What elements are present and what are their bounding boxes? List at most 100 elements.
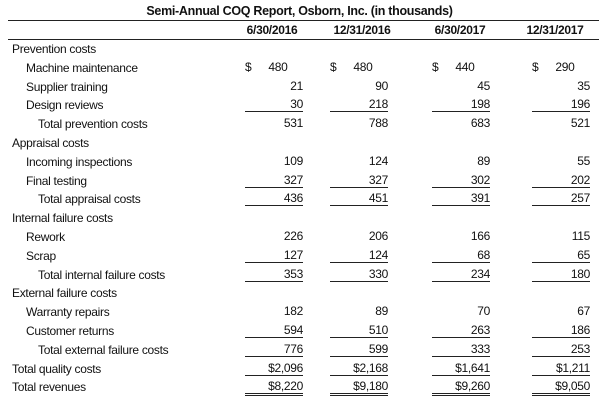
value-cell: 263 (432, 322, 490, 338)
table-row: Total quality costs $2,096 $2,168 $1,641 $1,… (0, 360, 599, 379)
report-title: Semi-Annual COQ Report, Osborn, Inc. (in… (146, 4, 453, 18)
table-row: Incoming inspections 109 124 89 55 (0, 153, 599, 172)
value-cell: 599 (330, 341, 388, 357)
row-label: Total internal failure costs (38, 267, 165, 282)
value-cell: 333 (432, 341, 490, 357)
value-cell: 196 (532, 96, 590, 113)
section-label: External failure costs (12, 286, 117, 301)
value-cell: 302 (432, 172, 490, 188)
value-cell: 89 (375, 304, 388, 319)
section-label: Prevention costs (12, 42, 96, 56)
value-cell: 186 (532, 322, 590, 338)
table-row: Design reviews 30 218 198 196 (0, 96, 599, 115)
table-row: Customer returns 594 510 263 186 (0, 322, 599, 341)
table-row: Warranty repairs 182 89 70 67 (0, 303, 599, 322)
value-cell: 109 (283, 153, 303, 168)
row-label: Total revenues (12, 380, 86, 395)
table-row: Scrap 127 124 68 65 (0, 247, 599, 266)
value-cell: 776 (245, 341, 303, 357)
value-cell: 218 (330, 96, 388, 113)
value-cell: 45 (477, 78, 490, 93)
value-cell: 35 (577, 78, 590, 93)
row-label: Scrap (26, 248, 56, 263)
table-row: Total external failure costs 776 599 333 253 (0, 341, 599, 360)
value-cell: 327 (245, 172, 303, 188)
row-label: Total quality costs (12, 361, 102, 376)
value-cell: 67 (577, 304, 590, 319)
value-cell: 257 (532, 190, 590, 207)
row-label: Warranty repairs (26, 305, 110, 320)
value-cell: $ 440 (432, 59, 475, 74)
table-row: Total prevention costs 531 788 683 521 (0, 115, 599, 134)
value-cell: 65 (532, 247, 590, 263)
table-row: Rework 226 206 166 115 (0, 228, 599, 247)
value-cell: $8,220 (245, 378, 303, 397)
column-header: 12/31/2017 (526, 23, 584, 37)
row-label: Total external failure costs (38, 342, 169, 357)
value-cell: $ 290 (532, 59, 575, 74)
value-cell: 68 (432, 247, 490, 263)
value-cell: $9,180 (330, 378, 388, 397)
row-label: Customer returns (26, 323, 114, 338)
value-cell: 683 (470, 116, 490, 131)
value-cell: $ 480 (245, 59, 288, 74)
value-cell: 521 (570, 116, 590, 131)
value-cell: $9,260 (432, 378, 490, 397)
column-header: 6/30/2017 (434, 23, 486, 37)
section-label: Internal failure costs (12, 211, 113, 226)
value-cell: 330 (330, 266, 388, 282)
section-label: Appraisal costs (12, 135, 89, 150)
value-cell: 253 (532, 341, 590, 357)
value-cell: 510 (330, 322, 388, 338)
row-label: Machine maintenance (26, 60, 138, 75)
value-cell: 202 (532, 172, 590, 188)
row-label: Supplier training (26, 79, 108, 94)
value-cell: 226 (283, 228, 303, 243)
value-cell: 21 (290, 78, 303, 93)
value-cell: 55 (577, 153, 590, 168)
report-table: 6/30/2016 12/31/2016 6/30/2017 12/31/2017 Pr… (0, 20, 599, 397)
value-cell: 198 (432, 96, 490, 113)
column-header: 6/30/2016 (246, 23, 298, 37)
column-header: 12/31/2016 (333, 23, 391, 37)
value-cell: $ 480 (330, 59, 373, 74)
value-cell: 166 (470, 228, 490, 243)
value-cell: $1,211 (532, 360, 590, 376)
value-cell: 127 (245, 247, 303, 263)
table-row: Total appraisal costs 436 451 391 257 (0, 190, 599, 209)
row-label: Total appraisal costs (38, 192, 141, 207)
header-row: 6/30/2016 12/31/2016 6/30/2017 12/31/2017 (8, 20, 599, 40)
table-row: Machine maintenance $ 480 $ 480 $ 440 $ 290 (0, 59, 599, 78)
value-cell: $2,168 (330, 360, 388, 376)
table-row: Total revenues $8,220 $9,180 $9,260 $9,050 (0, 378, 599, 397)
value-cell: $9,050 (532, 378, 590, 397)
table-row: Supplier training 21 90 45 35 (0, 78, 599, 97)
row-label: Final testing (26, 173, 87, 188)
value-cell: 70 (477, 304, 490, 319)
value-cell: 436 (245, 190, 303, 207)
value-cell: 124 (368, 153, 388, 168)
row-label: Design reviews (26, 98, 104, 113)
section-row: External failure costs (0, 284, 599, 303)
value-cell: 182 (283, 304, 303, 319)
value-cell: 234 (432, 266, 490, 282)
value-cell: 788 (368, 116, 388, 131)
value-cell: 180 (532, 266, 590, 282)
value-cell: 353 (245, 266, 303, 282)
section-row: Internal failure costs (0, 209, 599, 228)
value-cell: 89 (477, 153, 490, 168)
value-cell: 115 (571, 228, 591, 243)
value-cell: 327 (330, 172, 388, 188)
table-row: Final testing 327 327 302 202 (0, 172, 599, 191)
value-cell: $1,641 (432, 360, 490, 376)
row-label: Rework (26, 229, 65, 244)
row-label: Incoming inspections (26, 154, 133, 169)
table-row: Total internal failure costs 353 330 234 180 (0, 266, 599, 285)
value-cell: 30 (245, 96, 303, 113)
value-cell: 451 (330, 190, 388, 207)
value-cell: 206 (368, 228, 388, 243)
value-cell: 391 (432, 190, 490, 207)
section-row: Prevention costs (0, 40, 599, 59)
value-cell: 90 (375, 78, 388, 93)
